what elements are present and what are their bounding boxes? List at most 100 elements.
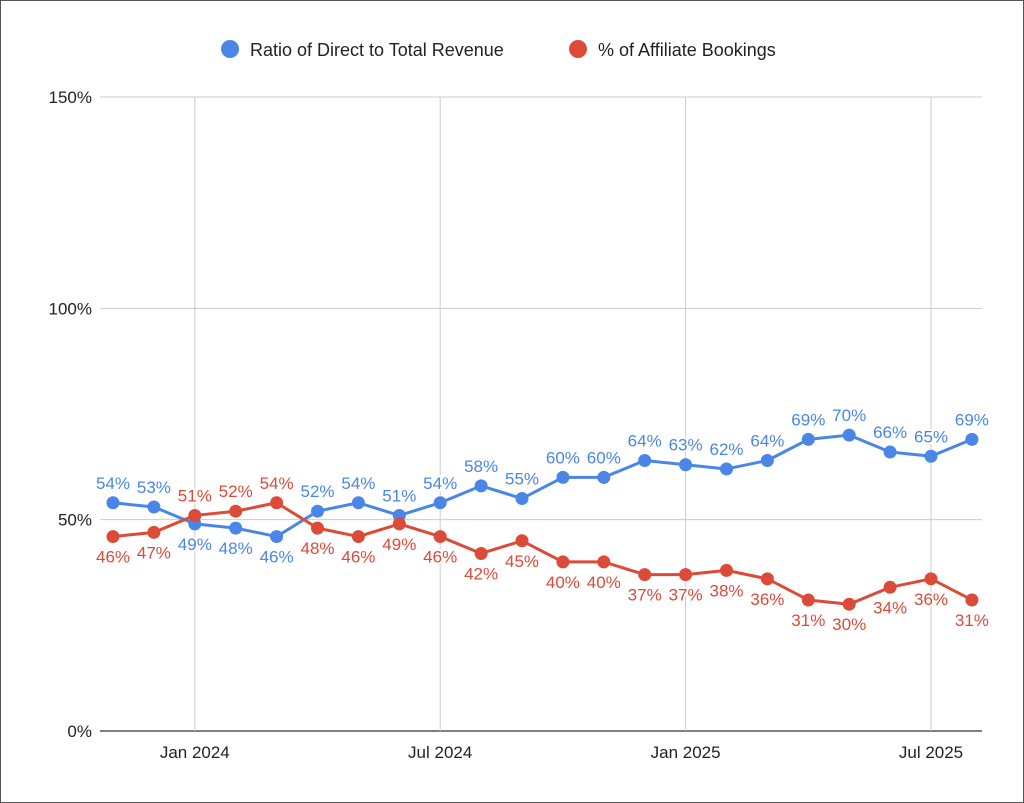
data-label: 36%: [914, 590, 948, 609]
data-label: 51%: [382, 486, 416, 505]
data-label: 70%: [832, 406, 866, 425]
data-label: 60%: [587, 448, 621, 467]
data-point: [679, 568, 693, 582]
data-point: [515, 534, 529, 548]
data-point: [842, 428, 856, 442]
data-label: 42%: [464, 564, 498, 583]
data-label: 60%: [546, 448, 580, 467]
data-point: [433, 496, 447, 510]
data-point: [883, 445, 897, 459]
data-point: [720, 563, 733, 577]
data-label: 54%: [341, 474, 375, 493]
data-label: 54%: [96, 474, 130, 493]
data-point: [801, 432, 815, 446]
series-group: 54% 53% 49% 48% 46% 52% 54% 51% 54% 58% 55% 60% 60% 6…: [94, 404, 991, 636]
data-point: [270, 530, 284, 544]
y-tick-label: 0%: [67, 722, 92, 741]
data-label: 69%: [955, 410, 989, 429]
legend-label: % of Affiliate Bookings: [598, 40, 776, 60]
data-point: [147, 525, 161, 539]
data-label: 48%: [300, 539, 334, 558]
data-point: [883, 580, 897, 594]
data-label: 46%: [341, 548, 375, 567]
gridlines: [100, 96, 982, 732]
data-label: 49%: [178, 535, 212, 554]
x-tick-label: Jul 2024: [408, 743, 472, 762]
legend-label: Ratio of Direct to Total Revenue: [250, 40, 504, 60]
data-point: [638, 453, 652, 467]
data-point: [760, 572, 774, 586]
data-point: [842, 597, 856, 611]
data-point: [392, 517, 406, 531]
data-point: [556, 470, 570, 484]
data-label: 30%: [832, 615, 866, 634]
data-label: 49%: [382, 535, 416, 554]
data-label: 46%: [423, 548, 457, 567]
data-point: [515, 492, 529, 506]
data-label: 45%: [505, 552, 539, 571]
data-label: 54%: [423, 474, 457, 493]
series-line: [112, 433, 973, 539]
data-point: [311, 521, 324, 535]
data-label: 38%: [709, 581, 743, 600]
data-label: 40%: [546, 573, 580, 592]
legend-marker: [221, 40, 239, 58]
x-tick-label: Jul 2025: [899, 743, 963, 762]
data-label: 52%: [300, 482, 334, 501]
y-tick-label: 150%: [49, 88, 92, 107]
data-point: [597, 470, 611, 484]
x-tick-label: Jan 2025: [651, 743, 721, 762]
data-point: [433, 530, 447, 544]
data-point: [924, 572, 938, 586]
data-point: [679, 458, 693, 472]
data-point: [556, 555, 570, 569]
data-point: [965, 593, 979, 607]
data-label: 40%: [587, 573, 621, 592]
data-label: 36%: [750, 590, 784, 609]
data-point: [147, 500, 161, 514]
data-label: 46%: [96, 548, 130, 567]
data-label: 31%: [791, 611, 825, 630]
data-point: [229, 521, 243, 535]
data-label: 52%: [219, 482, 253, 501]
data-label: 46%: [260, 548, 294, 567]
data-label: 54%: [260, 474, 294, 493]
data-point: [720, 462, 733, 476]
data-label: 64%: [628, 431, 662, 450]
data-point: [311, 504, 324, 518]
data-point: [760, 453, 774, 467]
y-tick-label: 50%: [58, 511, 92, 530]
data-point: [351, 530, 365, 544]
legend: Ratio of Direct to Total Revenue % of Aff…: [221, 40, 776, 60]
data-label: 58%: [464, 457, 498, 476]
data-point: [474, 479, 488, 493]
data-label: 64%: [750, 431, 784, 450]
data-point: [924, 449, 938, 463]
data-label: 37%: [669, 586, 703, 605]
data-point: [106, 496, 120, 510]
data-point: [229, 504, 243, 518]
data-label: 34%: [873, 598, 907, 617]
data-point: [106, 530, 120, 544]
data-point: [638, 568, 652, 582]
data-point: [965, 432, 979, 446]
data-label: 51%: [178, 486, 212, 505]
data-point: [351, 496, 365, 510]
y-axis-ticks: 0% 50% 100% 150%: [49, 88, 92, 741]
data-point: [597, 555, 611, 569]
data-label: 55%: [505, 470, 539, 489]
data-label: 47%: [137, 543, 171, 562]
x-tick-label: Jan 2024: [160, 743, 230, 762]
data-label: 69%: [791, 410, 825, 429]
data-label: 37%: [628, 586, 662, 605]
y-tick-label: 100%: [49, 299, 92, 318]
data-label: 31%: [955, 611, 989, 630]
data-label: 48%: [219, 539, 253, 558]
legend-marker: [569, 40, 587, 58]
data-point: [188, 508, 202, 522]
data-point: [270, 496, 284, 510]
series-affiliate-bookings: [106, 496, 979, 611]
series-line: [112, 501, 973, 606]
data-point: [801, 593, 815, 607]
